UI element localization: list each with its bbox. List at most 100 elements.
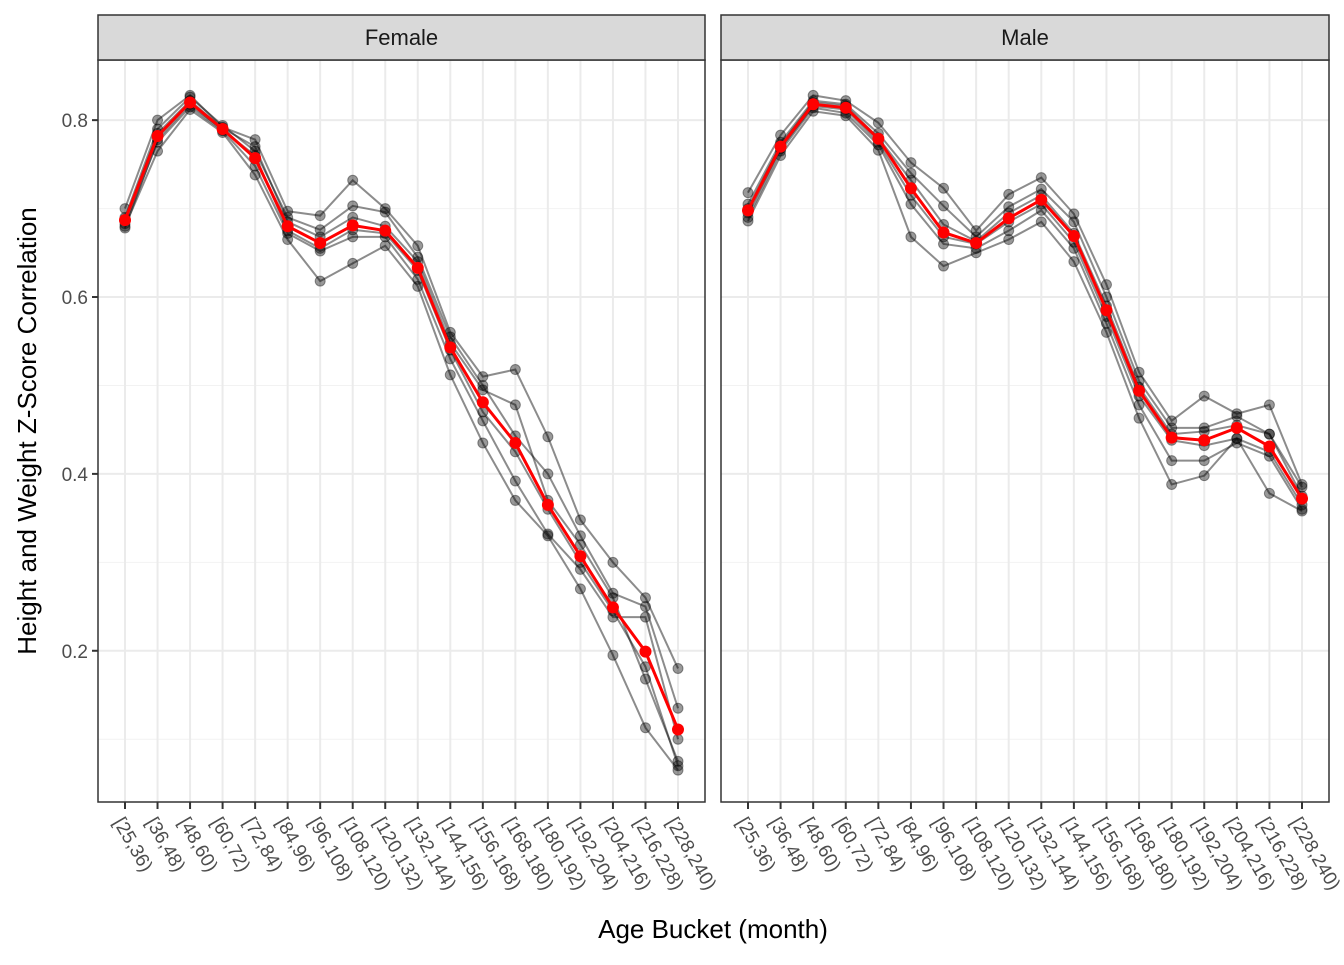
mean-point — [774, 140, 787, 153]
replicate-point — [1035, 172, 1047, 184]
replicate-point — [477, 384, 489, 396]
replicate-point — [1133, 412, 1145, 424]
replicate-point — [970, 225, 982, 237]
replicate-line — [747, 106, 1303, 510]
mean-point — [1230, 421, 1243, 434]
replicate-point — [574, 514, 586, 526]
mean-point — [639, 645, 652, 658]
mean-point — [541, 498, 554, 511]
mean-point — [1133, 384, 1146, 397]
y-axis-title: Height and Weight Z-Score Correlation — [12, 207, 42, 655]
replicate-point — [1263, 399, 1275, 411]
replicate-line — [747, 110, 1303, 512]
replicate-point — [509, 494, 521, 506]
mean-point — [509, 436, 522, 449]
replicate-point — [412, 240, 424, 252]
replicate-point — [282, 234, 294, 246]
mean-point — [1100, 304, 1113, 317]
y-tick-label: 0.2 — [62, 642, 88, 663]
mean-point — [839, 101, 852, 114]
replicate-point — [1198, 422, 1210, 434]
replicate-point — [249, 134, 261, 146]
y-tick-label: 0.6 — [62, 288, 88, 309]
mean-point — [606, 601, 619, 614]
replicate-point — [1231, 437, 1243, 449]
replicate-point — [1133, 366, 1145, 378]
replicate-point — [542, 530, 554, 542]
mean-point — [314, 237, 327, 250]
replicate-point — [938, 182, 950, 194]
replicate-point — [1068, 256, 1080, 268]
mean-point — [151, 130, 164, 143]
replicate-point — [1003, 234, 1015, 246]
mean-point — [672, 723, 684, 736]
replicate-point — [1003, 201, 1015, 213]
replicate-point — [1198, 470, 1210, 482]
replicate-point — [905, 157, 917, 169]
replicate-point — [1003, 225, 1015, 237]
facet-strip — [97, 14, 706, 61]
x-axis-title: Age Bucket (month) — [598, 914, 828, 944]
replicate-point — [509, 399, 521, 411]
replicate-point — [672, 764, 684, 776]
replicate-line — [124, 99, 679, 762]
replicate-point — [1231, 433, 1243, 445]
facet-strip — [720, 14, 1330, 61]
mean-point — [872, 132, 885, 145]
replicate-point — [905, 198, 917, 210]
replicate-point — [1231, 408, 1243, 420]
replicate-point — [379, 240, 391, 252]
replicate-point — [314, 224, 326, 236]
mean-point — [444, 341, 457, 354]
mean-point — [1002, 212, 1015, 225]
replicate-point — [672, 702, 684, 714]
mean-point — [1296, 492, 1308, 505]
replicate-point — [672, 760, 684, 772]
mean-point — [379, 224, 392, 237]
mean-point — [1198, 434, 1211, 447]
replicate-point — [282, 205, 294, 217]
replicate-point — [639, 592, 651, 604]
replicate-point — [509, 364, 521, 376]
replicate-point — [249, 141, 261, 153]
replicate-point — [639, 601, 651, 613]
y-tick-label: 0.4 — [62, 465, 89, 486]
replicate-point — [1296, 505, 1308, 517]
mean-point — [904, 182, 917, 195]
replicate-point — [905, 167, 917, 179]
replicate-point — [477, 437, 489, 449]
replicate-point — [347, 200, 359, 212]
replicate-line — [124, 105, 679, 740]
panel-female: Female[25,36)[36,48)[48,60)[60,72)[72,84… — [62, 14, 720, 894]
mean-line — [746, 102, 1304, 500]
replicate-line — [747, 99, 1303, 488]
replicate-point — [639, 722, 651, 734]
replicate-point — [542, 431, 554, 443]
mean-point — [1067, 229, 1080, 242]
replicate-point — [347, 257, 359, 269]
replicate-point — [1263, 487, 1275, 499]
replicate-point — [379, 203, 391, 215]
replicate-point — [872, 117, 884, 129]
mean-point — [937, 226, 950, 239]
replicate-point — [542, 528, 554, 540]
replicate-point — [477, 379, 489, 391]
mean-point — [742, 204, 754, 217]
replicate-point — [509, 475, 521, 487]
replicate-point — [477, 371, 489, 383]
replicate-point — [347, 174, 359, 186]
replicate-point — [639, 611, 651, 623]
replicate-point — [775, 129, 787, 141]
mean-point — [119, 214, 131, 227]
replicate-point — [574, 563, 586, 575]
replicate-point — [1166, 415, 1178, 427]
replicate-point — [412, 280, 424, 292]
replicate-point — [379, 206, 391, 218]
replicate-point — [1263, 428, 1275, 440]
y-tick-label: 0.8 — [62, 111, 88, 132]
replicate-point — [1035, 216, 1047, 228]
replicate-point — [905, 231, 917, 243]
mean-point — [476, 396, 489, 409]
replicate-point — [1296, 481, 1308, 493]
